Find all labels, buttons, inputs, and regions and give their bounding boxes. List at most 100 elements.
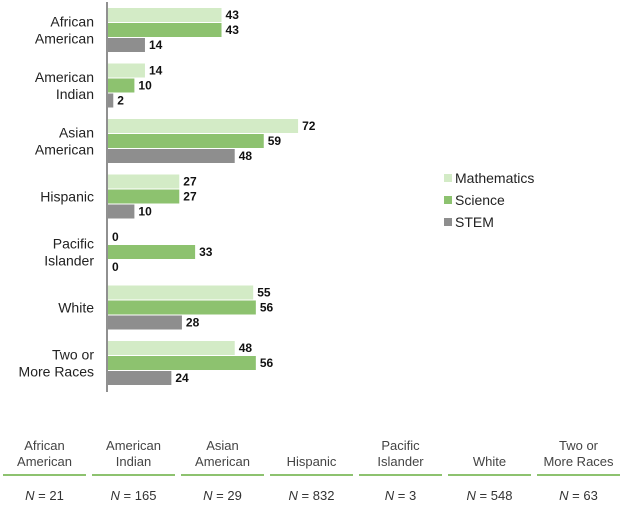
value-label-pacific-islander-mathematics: 0 — [112, 230, 119, 244]
category-label-two-or-more-races: Two or More Races — [19, 347, 95, 380]
n-value: N = 3 — [384, 488, 417, 503]
n-column-divider — [181, 474, 264, 476]
n-column-divider — [92, 474, 175, 476]
value-label-asian-american-stem: 48 — [239, 149, 253, 163]
n-column-header: American Indian — [92, 432, 175, 474]
category-label-line: Two or — [52, 347, 94, 363]
category-label-line: More Races — [19, 364, 94, 380]
legend-label-stem: STEM — [455, 214, 494, 230]
n-column-header: African American — [3, 432, 86, 474]
n-column-header-line: Indian — [115, 454, 152, 469]
n-symbol: N — [110, 488, 120, 503]
n-column-header-line: Pacific — [381, 438, 420, 453]
legend-item-science: Science — [444, 189, 534, 211]
category-label-line: American — [35, 31, 94, 47]
n-symbol: N — [384, 488, 395, 503]
n-column-header: Pacific Islander — [359, 432, 442, 474]
legend-label-mathematics: Mathematics — [455, 170, 535, 186]
n-column-header: Asian American — [181, 432, 264, 474]
value-label-american-indian-mathematics: 14 — [149, 64, 163, 78]
n-column-header: Two or More Races — [537, 432, 620, 474]
value-label-two-or-more-races-science: 56 — [260, 356, 274, 370]
category-label-line: Hispanic — [40, 189, 94, 205]
n-symbol: N — [466, 488, 476, 503]
category-label-line: White — [58, 300, 94, 316]
bar-asian-american-mathematics — [108, 119, 299, 133]
n-value: N = 29 — [203, 488, 242, 503]
n-column-header: White — [448, 432, 531, 474]
n-column-header-line: More Races — [543, 454, 614, 469]
bar-two-or-more-races-mathematics — [108, 341, 235, 355]
n-column-header-line: Hispanic — [286, 454, 337, 469]
n-column-header-text: African American — [17, 438, 72, 470]
n-column-divider — [3, 474, 86, 476]
bar-african-american-mathematics — [108, 8, 222, 22]
n-column-divider — [270, 474, 353, 476]
n-symbol: N — [203, 488, 213, 503]
category-label-line: American — [35, 69, 94, 85]
n-column-divider — [448, 474, 531, 476]
legend-item-stem: STEM — [444, 211, 534, 233]
bar-two-or-more-races-science — [108, 356, 256, 370]
n-column-header-line: White — [472, 454, 507, 469]
value-label-white-mathematics: 55 — [257, 286, 271, 300]
n-symbol: N — [288, 488, 298, 503]
category-label-line: Asian — [59, 125, 94, 141]
n-value: N = 63 — [559, 488, 598, 503]
legend-swatch-science — [444, 196, 452, 204]
n-column-two-or-more-races: Two or More Races N = 63 — [537, 432, 620, 503]
category-label-hispanic: Hispanic — [40, 189, 94, 205]
n-column-header-text: Pacific Islander — [377, 438, 423, 470]
legend: Mathematics Science STEM — [444, 167, 534, 233]
value-label-hispanic-stem: 10 — [138, 205, 152, 219]
n-column-header-line: American — [195, 454, 250, 469]
bar-african-american-stem — [108, 38, 145, 52]
n-column-divider — [359, 474, 442, 476]
legend-label-science: Science — [455, 192, 505, 208]
bar-hispanic-mathematics — [108, 174, 180, 189]
n-symbol: N — [25, 488, 35, 503]
n-column-header-line: Two or — [558, 438, 598, 453]
bar-american-indian-science — [108, 78, 135, 93]
n-column-header-text: Two or More Races — [543, 438, 613, 470]
value-label-asian-american-science: 59 — [268, 134, 282, 148]
value-label-asian-american-mathematics: 72 — [302, 119, 316, 133]
category-label-line: Islander — [44, 253, 94, 269]
bar-american-indian-mathematics — [108, 63, 145, 78]
category-label-line: Pacific — [53, 236, 94, 252]
value-label-two-or-more-races-mathematics: 48 — [239, 341, 253, 355]
n-value: N = 832 — [288, 488, 335, 503]
n-column-african-american: African American N = 21 — [3, 432, 86, 503]
category-label-american-indian: American Indian — [35, 69, 94, 102]
n-column-header-text: American Indian — [106, 438, 161, 470]
bar-asian-american-science — [108, 134, 264, 148]
bar-african-american-science — [108, 23, 222, 37]
value-label-hispanic-science: 27 — [183, 190, 197, 204]
category-label-white: White — [58, 300, 94, 316]
legend-item-mathematics: Mathematics — [444, 167, 534, 189]
n-column-header-text: White — [473, 454, 506, 470]
category-label-pacific-islander: Pacific Islander — [44, 236, 94, 269]
category-label-african-american: African American — [35, 14, 94, 47]
n-value: N = 21 — [25, 488, 64, 503]
n-column-american-indian: American Indian N = 165 — [92, 432, 175, 503]
n-column-header-line: Asian — [206, 438, 239, 453]
legend-swatch-stem — [444, 218, 452, 226]
n-symbol: N — [559, 488, 569, 503]
bar-two-or-more-races-stem — [108, 371, 172, 385]
n-column-header-line: American — [106, 438, 161, 453]
bar-american-indian-stem — [108, 93, 114, 108]
n-column-header-line: American — [17, 454, 72, 469]
bar-white-stem — [108, 315, 182, 330]
n-column-white: White N = 548 — [448, 432, 531, 503]
bar-white-mathematics — [108, 285, 254, 300]
value-label-white-stem: 28 — [186, 316, 200, 330]
n-value: N = 165 — [110, 488, 157, 503]
n-column-divider — [537, 474, 620, 476]
legend-swatch-mathematics — [444, 174, 452, 182]
bar-white-science — [108, 300, 256, 315]
bar-hispanic-stem — [108, 204, 135, 219]
value-label-hispanic-mathematics: 27 — [183, 175, 197, 189]
category-labels-group: African American American Indian Asian Americ… — [19, 14, 95, 380]
